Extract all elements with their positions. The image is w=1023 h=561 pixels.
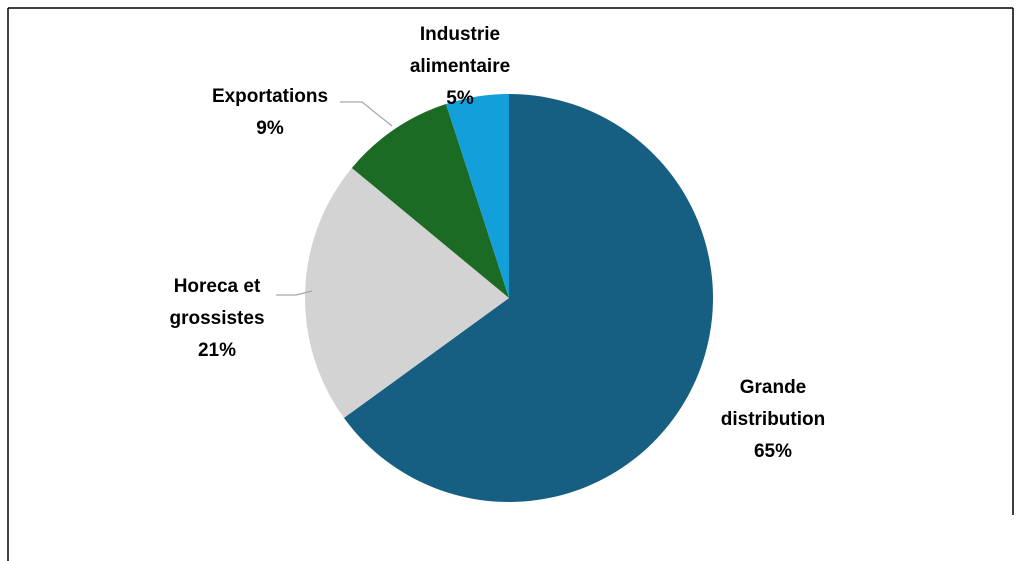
data-label: Industrie alimentaire 5% (395, 19, 525, 115)
label-value: 65% (753, 441, 793, 462)
label-value: 5% (446, 88, 474, 109)
pie-slice (305, 167, 509, 418)
data-label: Exportations 9% (190, 81, 350, 145)
label-name: Grande distribution (720, 377, 826, 430)
label-value: 9% (256, 118, 284, 139)
leader-line (340, 101, 393, 127)
label-name: Industrie alimentaire (409, 24, 511, 77)
label-value: 21% (197, 340, 237, 361)
pie-slice (445, 94, 509, 298)
label-name: Horeca et grossistes (169, 276, 265, 329)
data-label: Horeca et grossistes 21% (152, 271, 282, 367)
data-label: Grande distribution 65% (693, 372, 853, 468)
label-name: Exportations (211, 86, 329, 107)
pie (305, 94, 713, 503)
pie-slice (343, 94, 713, 503)
pie-slice (351, 103, 509, 299)
leader-line (276, 290, 313, 296)
